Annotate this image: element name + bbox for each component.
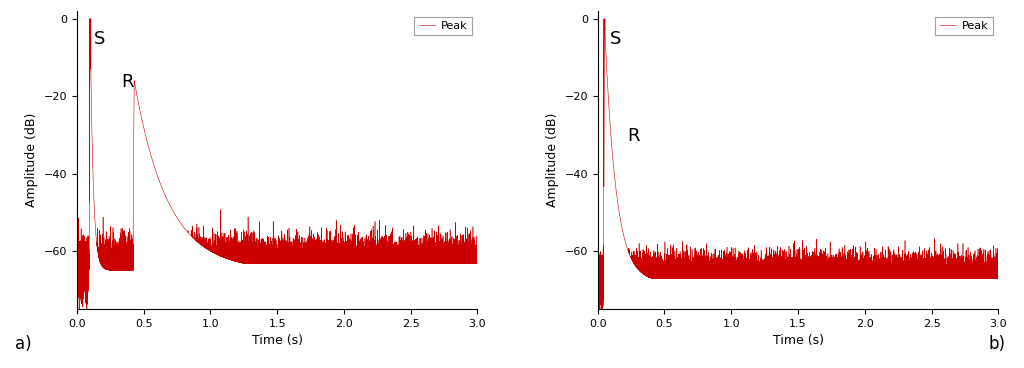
Peak bbox=[71, 262, 83, 266]
Peak bbox=[309, 261, 322, 266]
Peak bbox=[992, 276, 1005, 281]
Y-axis label: Amplitude (dB): Amplitude (dB) bbox=[25, 113, 38, 207]
Y-axis label: Amplitude (dB): Amplitude (dB) bbox=[546, 113, 559, 207]
Peak bbox=[230, 259, 243, 264]
Peak bbox=[194, 241, 206, 245]
Peak bbox=[598, 17, 610, 21]
Peak bbox=[73, 312, 85, 316]
Peak bbox=[752, 273, 764, 278]
Peak bbox=[450, 250, 462, 254]
Peak bbox=[592, 282, 604, 286]
Legend: Peak: Peak bbox=[414, 17, 472, 35]
Legend: Peak: Peak bbox=[935, 17, 993, 35]
X-axis label: Time (s): Time (s) bbox=[252, 335, 303, 347]
Peak bbox=[139, 134, 152, 139]
Text: S: S bbox=[94, 31, 105, 49]
Text: b): b) bbox=[988, 335, 1006, 353]
Line: Peak: Peak bbox=[77, 19, 477, 314]
Peak bbox=[593, 316, 605, 320]
Peak bbox=[83, 17, 95, 21]
Line: Peak: Peak bbox=[598, 19, 998, 318]
Peak bbox=[745, 273, 758, 277]
Peak bbox=[660, 273, 673, 278]
Peak bbox=[714, 276, 726, 281]
X-axis label: Time (s): Time (s) bbox=[772, 335, 823, 347]
Peak bbox=[830, 276, 843, 281]
Text: S: S bbox=[609, 31, 622, 49]
Text: a): a) bbox=[15, 335, 32, 353]
Text: R: R bbox=[121, 73, 133, 91]
Text: R: R bbox=[627, 127, 640, 145]
Peak bbox=[224, 248, 237, 252]
Peak bbox=[970, 276, 982, 281]
Peak bbox=[471, 259, 483, 263]
